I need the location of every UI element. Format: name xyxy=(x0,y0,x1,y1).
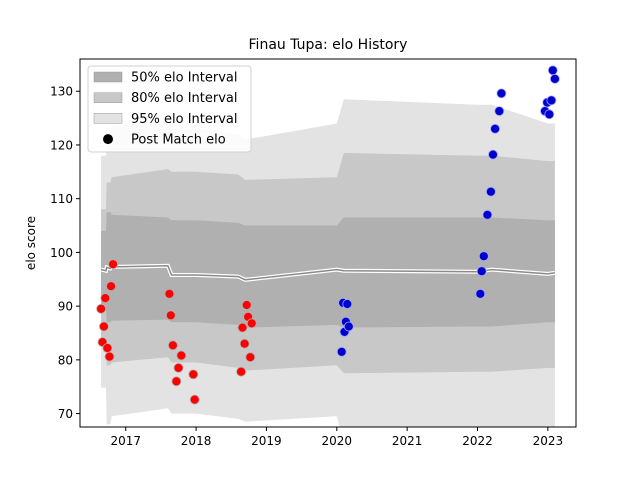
x-tick-label: 2018 xyxy=(181,434,212,448)
y-tick-label: 70 xyxy=(58,407,73,421)
data-point xyxy=(165,310,176,321)
data-point xyxy=(167,340,178,351)
y-tick-label: 110 xyxy=(50,192,73,206)
data-point xyxy=(245,352,256,363)
data-point xyxy=(236,366,247,377)
data-point xyxy=(241,300,252,310)
x-tick-label: 2017 xyxy=(110,434,141,448)
plot-area xyxy=(96,65,560,427)
data-point xyxy=(176,350,187,361)
y-axis-label: elo score xyxy=(24,216,38,270)
legend-swatch xyxy=(93,71,123,83)
legend-label: 50% elo Interval xyxy=(131,71,238,86)
legend-marker xyxy=(103,134,113,145)
data-point xyxy=(104,351,115,362)
data-point xyxy=(336,346,347,357)
y-tick-label: 90 xyxy=(58,300,73,314)
plot-content xyxy=(96,65,560,427)
data-point xyxy=(547,65,558,76)
legend: 50% elo Interval 80% elo Interval 95% elo … xyxy=(87,65,252,153)
data-point xyxy=(189,394,200,405)
y-tick-label: 80 xyxy=(58,353,73,367)
x-tick-label: 2019 xyxy=(251,434,282,448)
data-point xyxy=(237,322,248,333)
data-point xyxy=(342,299,353,309)
data-point xyxy=(188,369,199,380)
x-tick-label: 2023 xyxy=(533,434,564,448)
data-point xyxy=(102,343,113,353)
data-point xyxy=(490,123,501,134)
data-point xyxy=(239,338,250,349)
y-tick-label: 120 xyxy=(50,138,73,152)
y-tick-label: 100 xyxy=(50,246,73,260)
axes-frame xyxy=(79,58,577,428)
data-point xyxy=(99,321,109,332)
data-point xyxy=(96,303,106,314)
x-tick-label: 2022 xyxy=(462,434,493,448)
data-point xyxy=(475,288,486,299)
data-point xyxy=(476,266,487,277)
data-point xyxy=(496,88,507,99)
axes: 2017 2018 2019 2020 2021 2022 2023 70 80 90 100 110… xyxy=(50,58,577,448)
legend-swatch xyxy=(93,113,123,124)
chart-title: Finau Tupa: elo History xyxy=(249,37,408,53)
data-point xyxy=(494,106,505,116)
data-point xyxy=(478,251,489,262)
data-point xyxy=(343,321,354,332)
data-point xyxy=(546,95,557,106)
x-tick-label: 2020 xyxy=(322,434,353,448)
data-point xyxy=(485,186,496,197)
legend-box xyxy=(87,65,252,153)
data-point xyxy=(164,288,175,299)
data-point xyxy=(246,318,257,329)
legend-swatch xyxy=(93,92,123,103)
data-point xyxy=(173,362,184,373)
data-point xyxy=(108,259,118,270)
data-point xyxy=(171,376,182,387)
data-point xyxy=(106,281,116,292)
data-point xyxy=(482,209,493,220)
x-tick-label: 2021 xyxy=(392,434,423,448)
data-point xyxy=(100,293,111,304)
data-point xyxy=(544,109,555,120)
legend-label: 95% elo Interval xyxy=(131,112,238,127)
data-point xyxy=(488,149,498,160)
y-tick-label: 130 xyxy=(50,85,73,99)
legend-label: 80% elo Interval xyxy=(131,91,238,106)
legend-label: Post Match elo xyxy=(131,133,226,148)
data-point xyxy=(550,74,560,84)
